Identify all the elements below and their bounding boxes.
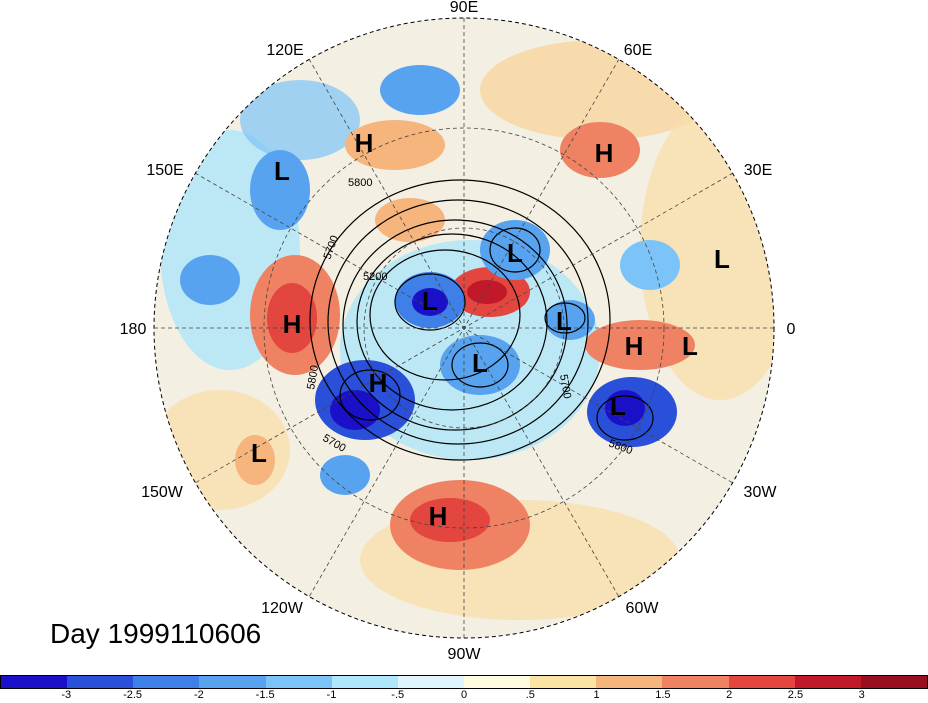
anomaly-field: [154, 18, 774, 638]
low-marker: L: [714, 244, 730, 274]
low-marker: L: [422, 286, 438, 316]
colorbar-tick-label: 2: [726, 689, 733, 701]
lon-label: 90E: [450, 0, 478, 16]
lon-label: 30W: [744, 484, 778, 501]
colorbar-tick-label: 1: [593, 689, 600, 701]
lon-label: 150W: [141, 484, 184, 501]
lon-label: 0: [787, 321, 796, 338]
colorbar-segment: [331, 676, 398, 688]
colorbar-tick-label: -.5: [391, 689, 405, 701]
low-marker: H: [369, 368, 388, 398]
colorbar-segment: [596, 676, 663, 688]
contour-label: 5800: [305, 364, 321, 390]
colorbar-segment: [860, 676, 927, 688]
colorbar-tick-label: 2.5: [787, 689, 804, 701]
polar-map: 90E 60E 120E 30E 150E 180 0 150W 30W 120…: [120, 0, 796, 663]
lon-label: 90W: [448, 646, 482, 663]
high-marker: L: [682, 331, 698, 361]
lon-label: 30E: [744, 162, 772, 179]
contour-label: 5200: [363, 271, 387, 283]
colorbar-tick-label: -1.5: [255, 689, 275, 701]
day-label: Day 1999110606: [50, 618, 262, 649]
colorbar-tick-label: 0: [460, 689, 468, 701]
lon-label: 60W: [626, 600, 660, 617]
colorbar-ticks: -3 -2.5 -2 -1.5 -1 -.5 0 .5 1 1.5 2 2.5 3: [0, 689, 928, 703]
colorbar-segment: [67, 676, 134, 688]
low-marker: L: [507, 238, 523, 268]
colorbar-segment: [265, 676, 332, 688]
lon-label: 120E: [266, 42, 303, 59]
colorbar-tick-label: -3: [61, 689, 72, 701]
colorbar-tick-label: 3: [858, 689, 865, 701]
low-marker: L: [472, 348, 488, 378]
low-marker: L: [610, 391, 626, 421]
colorbar: [0, 675, 928, 689]
colorbar-segment: [397, 676, 464, 688]
colorbar-segment: [199, 676, 266, 688]
colorbar-segment: [1, 676, 68, 688]
lon-label: 180: [120, 321, 147, 338]
high-marker: H: [595, 138, 614, 168]
high-marker: H: [429, 501, 448, 531]
high-marker: H: [283, 309, 302, 339]
low-marker: L: [556, 306, 572, 336]
high-marker: H: [625, 331, 644, 361]
colorbar-segment: [728, 676, 795, 688]
colorbar-segment: [794, 676, 861, 688]
colorbar-tick-label: -1: [326, 689, 337, 701]
colorbar-segment: [133, 676, 200, 688]
colorbar-segment: [463, 676, 531, 688]
colorbar-tick-label: 1.5: [655, 689, 671, 701]
high-marker: L: [251, 438, 267, 468]
contour-label: 5700: [557, 373, 573, 399]
colorbar-segment: [530, 676, 597, 688]
high-marker: H: [355, 128, 374, 158]
colorbar-tick-label: .5: [525, 689, 535, 701]
colorbar-segment: [662, 676, 729, 688]
colorbar-tick-label: -2.5: [123, 689, 143, 701]
contour-label: 5800: [348, 177, 372, 189]
colorbar-tick-label: -2: [193, 689, 204, 701]
lon-label: 120W: [261, 600, 304, 617]
low-marker: L: [274, 156, 290, 186]
lon-label: 60E: [624, 42, 652, 59]
lon-label: 150E: [146, 162, 183, 179]
